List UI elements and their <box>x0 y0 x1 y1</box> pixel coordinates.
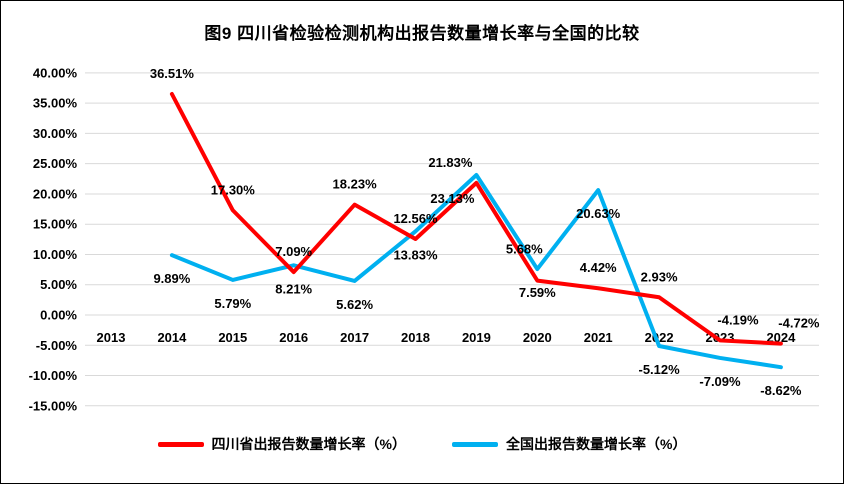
data-label: -4.19% <box>717 312 759 327</box>
data-label: 7.09% <box>275 244 312 259</box>
y-axis-tick-label: -5.00% <box>36 338 78 353</box>
y-axis-tick-label: 25.00% <box>33 156 78 171</box>
data-label: 36.51% <box>150 66 195 81</box>
data-label: 8.21% <box>275 281 312 296</box>
legend-line-swatch-red <box>157 441 204 447</box>
x-axis-tick-label: 2022 <box>645 330 674 345</box>
data-label: 9.89% <box>153 271 190 286</box>
data-label: 7.59% <box>519 285 556 300</box>
y-axis-tick-label: -15.00% <box>29 398 78 413</box>
data-label: 5.62% <box>336 297 373 312</box>
data-label: 12.56% <box>393 211 438 226</box>
data-label: 18.23% <box>333 177 378 192</box>
x-axis-tick-label: 2018 <box>401 330 430 345</box>
x-axis-tick-label: 2015 <box>218 330 247 345</box>
data-label: 5.79% <box>214 296 251 311</box>
legend-line-swatch-blue <box>452 441 498 447</box>
chart-legend: 四川省出报告数量增长率（%） 全国出报告数量增长率（%） <box>1 434 843 454</box>
x-axis-tick-label: 2017 <box>340 330 369 345</box>
data-label: -5.12% <box>638 362 680 377</box>
y-axis-tick-label: 0.00% <box>40 308 77 323</box>
data-label: -7.09% <box>699 374 741 389</box>
x-axis-tick-label: 2020 <box>523 330 552 345</box>
y-axis-tick-label: 20.00% <box>33 186 78 201</box>
legend-item-national: 全国出报告数量增长率（%） <box>452 434 686 454</box>
data-label: 2.93% <box>641 269 678 284</box>
legend-label-national: 全国出报告数量增长率（%） <box>506 436 687 452</box>
y-axis-tick-label: 5.00% <box>40 277 77 292</box>
series-line-national <box>169 172 783 370</box>
y-axis-tick-label: 10.00% <box>33 247 78 262</box>
chart-title: 图9 四川省检验检测机构出报告数量增长率与全国的比较 <box>204 24 640 43</box>
data-label: -8.62% <box>760 383 802 398</box>
y-axis-tick-label: 30.00% <box>33 126 78 141</box>
x-axis-tick-label: 2016 <box>279 330 308 345</box>
y-axis-tick-label: 15.00% <box>33 217 78 232</box>
x-axis-tick-label: 2021 <box>584 330 613 345</box>
x-axis-tick-label: 2013 <box>97 330 126 345</box>
legend-item-sichuan: 四川省出报告数量增长率（%） <box>157 434 406 454</box>
x-axis-tick-label: 2019 <box>462 330 491 345</box>
data-label: 13.83% <box>393 247 438 262</box>
x-axis-tick-label: 2014 <box>157 330 187 345</box>
legend-label-sichuan: 四川省出报告数量增长率（%） <box>211 436 406 452</box>
data-label: 17.30% <box>211 182 256 197</box>
data-label: 23.13% <box>430 191 475 206</box>
data-label: 20.63% <box>576 206 621 221</box>
data-label: 5.68% <box>506 242 543 257</box>
series-line-sichuan <box>169 92 783 346</box>
y-axis-tick-label: 35.00% <box>33 96 78 111</box>
data-label: 4.42% <box>580 260 617 275</box>
y-axis-tick-label: -10.00% <box>29 368 78 383</box>
y-axis-tick-label: 40.00% <box>33 65 78 80</box>
data-label: 21.83% <box>428 155 473 170</box>
data-label: -4.72% <box>778 316 820 331</box>
